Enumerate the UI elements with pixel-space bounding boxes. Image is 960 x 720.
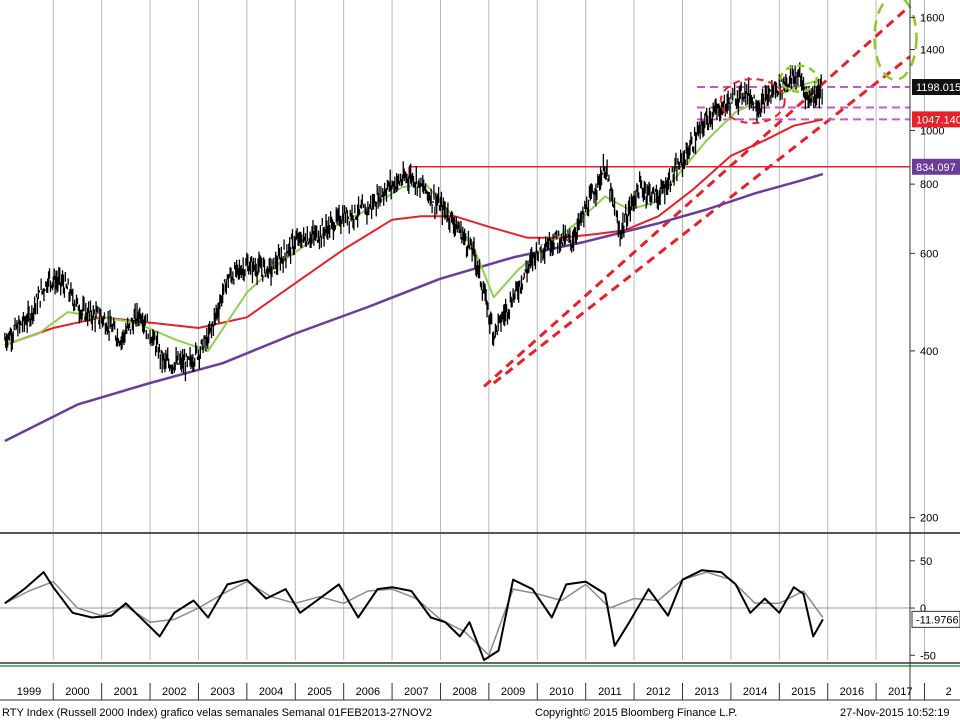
ma-mid-line (4, 118, 824, 346)
oscillator-panel (0, 569, 910, 661)
x-tick-label: 2004 (259, 686, 283, 698)
footer-copyright: Copyright© 2015 Bloomberg Finance L.P. (535, 707, 737, 719)
x-tick-label: 2007 (404, 686, 428, 698)
y-tick-label: 1000 (920, 125, 944, 137)
ma-long-tag-bg (912, 158, 960, 175)
footer-left: RTY Index (Russell 2000 Index) grafico v… (2, 707, 432, 719)
consolidation-ellipse (719, 78, 786, 125)
x-tick-label: 2002 (162, 686, 186, 698)
value-tags: 1198.015 1047.140 834.097 -11.9766 (911, 79, 960, 628)
x-tick-label: 2016 (840, 686, 864, 698)
x-tick-label: 2008 (452, 686, 476, 698)
channel-upper-line (483, 4, 911, 388)
x-tick-label: 2013 (694, 686, 718, 698)
x-tick-label: 2009 (501, 686, 525, 698)
x-tick-label: 2012 (646, 686, 670, 698)
x-tick-label: 1999 (17, 686, 41, 698)
y-tick-label: 800 (920, 179, 938, 191)
ma-long-line (4, 172, 824, 443)
x-tick-label: 2014 (743, 686, 767, 698)
osc-tick-label: 50 (920, 556, 932, 568)
price-panel (4, 0, 918, 443)
osc-tick-label: 0 (920, 603, 926, 615)
y-tick-label: 400 (920, 346, 938, 358)
axes: 200 400 600 800 1000 1400 1600 1999 2000 2001 2002… (0, 0, 960, 701)
osc-value-tag: -11.9766 (916, 614, 959, 626)
ma-mid-tag-bg (912, 111, 960, 128)
x-tick-label: 2006 (356, 686, 380, 698)
osc-tick-label: -50 (920, 650, 936, 662)
osc-value-tag-bg (911, 610, 960, 628)
channel-lower-line (492, 55, 911, 385)
y-tick-label: 200 (920, 513, 938, 525)
x-tick-label: 2 (946, 686, 952, 698)
y-tick-label: 1400 (920, 45, 944, 57)
ma-mid-tag: 1047.140 (916, 114, 960, 126)
last-price-tag: 1198.015 (916, 82, 960, 94)
last-price-tag-bg (912, 79, 960, 96)
x-tick-label: 2003 (210, 686, 234, 698)
y-tick-label: 600 (920, 248, 938, 260)
x-tick-label: 2001 (114, 686, 138, 698)
footer-timestamp: 27-Nov-2015 10:52:19 (840, 707, 949, 719)
ma-short-line (4, 79, 819, 352)
ma-long-tag: 834.097 (916, 162, 956, 174)
osc-signal-line (4, 571, 824, 657)
x-tick-label: 2010 (549, 686, 573, 698)
osc-main-line (4, 569, 824, 661)
gridlines (52, 0, 926, 660)
x-tick-label: 2000 (65, 686, 89, 698)
target-ellipse (873, 0, 918, 82)
x-tick-label: 2017 (888, 686, 912, 698)
x-tick-label: 2005 (307, 686, 331, 698)
x-tick-label: 2015 (791, 686, 815, 698)
x-tick-label: 2011 (598, 686, 622, 698)
y-tick-label: 1600 (920, 12, 944, 24)
top-ellipse (779, 64, 818, 93)
